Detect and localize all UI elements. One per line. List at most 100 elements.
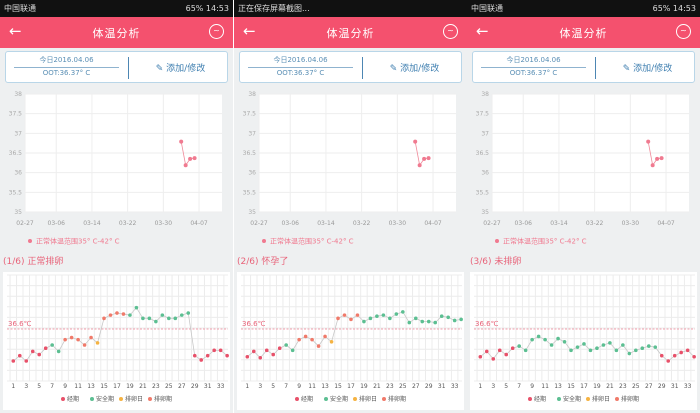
x-tick-label: 7 — [284, 383, 288, 390]
cycle-point — [413, 316, 418, 321]
cycle-point — [459, 317, 463, 322]
legend-dot — [61, 397, 65, 401]
cycle-point — [134, 305, 139, 310]
today-card: 今日2016.04.06 OOT:36.37° C ✎ 添加/修改 — [5, 51, 228, 83]
divider — [128, 57, 129, 79]
chart-menu-icon[interactable]: ~ — [676, 24, 691, 39]
today-temperature: OOT:36.37° C — [42, 69, 91, 77]
cycle-point — [608, 341, 612, 345]
phone-screen: 中国联通 65% 14:53 ← 体温分析 ~ 今日2016.04.06 OOT:36.37… — [0, 0, 233, 413]
chart-menu-icon[interactable]: ~ — [443, 24, 458, 39]
cycle-point — [388, 316, 392, 321]
cycle-point — [199, 358, 204, 362]
x-tick-label: 13 — [87, 383, 95, 390]
phone-screen: 中国联通 65% 14:53 ← 体温分析 ~ 今日2016.04.06 OOT:36.37… — [467, 0, 700, 413]
cycle-point — [640, 346, 645, 351]
temperature-point — [655, 156, 660, 161]
page-title: 体温分析 — [92, 27, 141, 40]
cycle-point — [245, 354, 250, 359]
y-tick-label: 36 — [481, 170, 489, 177]
x-tick-label: 1 — [245, 383, 249, 390]
x-tick-label: 7 — [50, 383, 54, 390]
add-edit-label: 添加/修改 — [633, 64, 673, 74]
y-tick-label: 38 — [248, 91, 256, 98]
cycle-point — [478, 354, 483, 359]
temperature-point — [183, 163, 188, 168]
add-edit-button[interactable]: ✎ 添加/修改 — [368, 61, 461, 74]
status-bar: 正在保存屏幕截图... — [234, 0, 467, 17]
page-title: 体温分析 — [559, 27, 608, 40]
legend-dot — [119, 397, 123, 401]
x-tick-label: 25 — [632, 383, 640, 390]
cycle-point — [381, 313, 386, 317]
x-tick-label: 33 — [217, 383, 225, 390]
x-tick-label: 13 — [321, 383, 329, 390]
x-tick-label: 15 — [567, 383, 575, 390]
x-tick-label: 29 — [191, 383, 199, 390]
cycle-point — [375, 314, 379, 318]
cycle-point — [433, 320, 438, 325]
x-tick-label: 03-30 — [622, 220, 640, 227]
cycle-point — [634, 348, 638, 353]
today-card: 今日2016.04.06 OOT:36.37° C ✎ 添加/修改 — [239, 51, 462, 83]
legend-dot — [495, 239, 499, 243]
add-edit-button[interactable]: ✎ 添加/修改 — [601, 61, 694, 74]
temperature-line — [647, 141, 662, 167]
y-tick-label: 36.5 — [9, 150, 23, 157]
cycle-point — [89, 335, 93, 340]
x-tick-label: 02-27 — [16, 220, 34, 227]
cycle-point — [401, 310, 405, 314]
temperature-point — [659, 156, 664, 161]
status-right: 65% 14:53 — [185, 4, 229, 13]
app-header: ← 体温分析 ~ — [0, 17, 233, 48]
edit-icon: ✎ — [622, 64, 634, 74]
cycle-point — [303, 334, 308, 339]
status-left: 中国联通 — [471, 4, 503, 13]
back-arrow-icon[interactable]: ← — [243, 22, 256, 40]
cycle-point — [523, 348, 528, 353]
x-tick-label: 31 — [671, 383, 679, 390]
temperature-line — [414, 141, 429, 167]
x-tick-label: 03-14 — [550, 220, 568, 227]
back-arrow-icon[interactable]: ← — [476, 22, 489, 40]
chart-menu-icon[interactable]: ~ — [209, 24, 224, 39]
y-tick-label: 36.5 — [476, 150, 490, 157]
x-tick-label: 03-06 — [282, 220, 300, 227]
today-date: 今日2016.04.06 — [14, 55, 119, 68]
x-tick-label: 29 — [425, 383, 433, 390]
y-tick-label: 36 — [248, 170, 256, 177]
legend-dot — [148, 397, 152, 401]
cycle-point — [179, 313, 184, 317]
cycle-point — [672, 353, 677, 358]
edit-icon: ✎ — [155, 64, 167, 74]
cycle-point — [446, 315, 450, 320]
x-tick-label: 23 — [386, 383, 394, 390]
x-tick-label: 03-22 — [586, 220, 604, 227]
x-tick-label: 15 — [100, 383, 108, 390]
y-tick-label: 35.5 — [243, 189, 257, 196]
cycle-point — [186, 311, 191, 315]
x-tick-label: 25 — [399, 383, 407, 390]
y-tick-label: 37 — [248, 130, 256, 137]
cycle-point — [394, 312, 399, 316]
cycle-point — [128, 313, 132, 317]
cycle-point — [24, 359, 29, 363]
cycle-point — [426, 319, 431, 324]
cycle-point — [685, 348, 690, 353]
cycle-point — [362, 319, 366, 324]
cycle-point — [601, 343, 606, 347]
add-edit-button[interactable]: ✎ 添加/修改 — [134, 61, 227, 74]
x-tick-label: 9 — [530, 383, 534, 390]
cycle-point — [504, 352, 509, 357]
cycle-point — [218, 348, 223, 353]
x-tick-label: 19 — [593, 383, 601, 390]
legend-dot — [324, 397, 328, 401]
cycle-point — [147, 316, 152, 321]
back-arrow-icon[interactable]: ← — [9, 22, 22, 40]
cycle-line — [480, 336, 695, 362]
cycle-point — [173, 316, 178, 321]
temperature-point — [426, 156, 431, 161]
cycle-point — [439, 314, 444, 318]
cycle-point — [297, 337, 301, 342]
x-tick-label: 21 — [373, 383, 381, 390]
